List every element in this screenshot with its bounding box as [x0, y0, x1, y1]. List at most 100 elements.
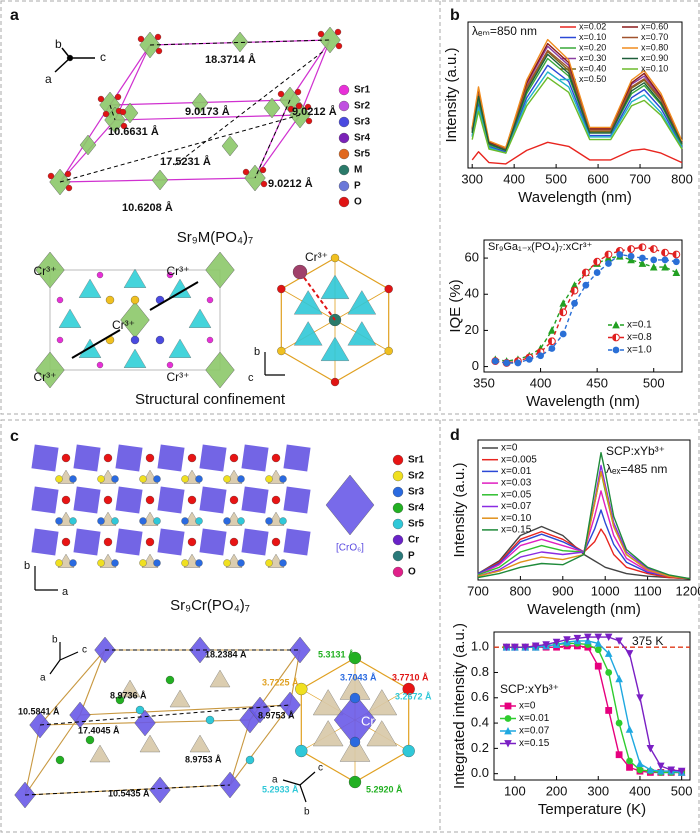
axis: [282, 779, 301, 786]
bond: [109, 104, 116, 121]
atom: [279, 475, 287, 483]
distance-label: 9.0173 Å: [185, 105, 230, 118]
plot-frame: [477, 439, 691, 581]
octahedron: [31, 444, 59, 472]
atom: [271, 495, 281, 505]
atom: [181, 559, 189, 567]
marker: [504, 727, 512, 735]
formula: Sr₉M(PO₄)₇: [177, 229, 253, 246]
marker: [639, 254, 646, 262]
series-line: [477, 452, 691, 580]
marker-half: [650, 245, 654, 253]
legend-label: x=0.10: [501, 513, 532, 524]
atom: [229, 495, 239, 505]
marker: [563, 636, 571, 644]
atom: [349, 692, 361, 704]
bond: [281, 257, 336, 290]
marker: [594, 633, 603, 642]
marker: [626, 757, 633, 765]
bond: [24, 714, 81, 796]
atom: [55, 559, 63, 567]
bond: [334, 350, 389, 383]
y-tick-label: 0: [472, 358, 479, 373]
atom: [277, 284, 286, 294]
atom: [139, 475, 147, 483]
bond: [149, 39, 331, 46]
tetrahedron: [89, 744, 111, 763]
atom: [271, 537, 281, 547]
x-tick-label: 500: [671, 783, 693, 798]
distance-label: 3.7225 Å: [262, 677, 299, 687]
marker: [605, 669, 613, 676]
annotation: λₑₘ=850 nm: [472, 24, 537, 38]
marker: [582, 281, 590, 289]
y-axis-label: Intensity (a.u.): [451, 462, 468, 557]
atom: [392, 534, 404, 546]
polyhedron: [249, 696, 271, 724]
marker: [636, 766, 644, 774]
distance-label: 10.5841 Å: [18, 706, 60, 716]
legend-label: x=0.20: [579, 42, 606, 52]
cr-label: Cr³⁺: [34, 264, 57, 278]
bond: [299, 39, 331, 116]
marker-half: [559, 308, 564, 316]
cr-label: Cr³⁺: [167, 370, 190, 384]
legend-label: x=0.10: [641, 63, 668, 73]
x-tick-label: 1000: [591, 583, 620, 598]
legend-label: x=0: [519, 701, 536, 712]
atom: [155, 47, 163, 55]
atom: [305, 117, 313, 125]
atom: [103, 453, 113, 463]
distance-label: 18.3714 Å: [205, 53, 256, 66]
octahedron: [199, 528, 227, 556]
label: b: [24, 560, 30, 572]
octahedron: [283, 444, 311, 472]
y-tick-label: 0.4: [471, 715, 489, 730]
marker: [636, 694, 644, 702]
atom: [195, 559, 203, 567]
atom: [103, 495, 113, 505]
marker: [594, 639, 603, 647]
atom: [242, 168, 250, 176]
cr-label: Cr³⁺: [112, 318, 135, 332]
tetrahedron: [339, 735, 371, 762]
label: a: [40, 673, 46, 684]
atom: [195, 475, 203, 483]
atom: [153, 559, 161, 567]
legend-label: x=0.60: [641, 21, 668, 31]
legend-label: x=0.07: [519, 726, 550, 737]
atom: [166, 361, 174, 369]
octahedron: [73, 486, 101, 514]
marker: [531, 642, 540, 650]
series-line: [477, 528, 691, 580]
bond: [354, 750, 409, 783]
y-axis-label: Intensity (a.u.): [443, 47, 460, 142]
marker: [616, 251, 624, 258]
octahedron: [241, 486, 269, 514]
tetrahedron: [168, 338, 192, 358]
marker: [525, 355, 533, 363]
marker-half: [571, 287, 575, 295]
marker: [594, 646, 602, 654]
atom: [277, 346, 286, 356]
tetrahedron: [123, 348, 147, 368]
marker: [646, 744, 655, 753]
octahedron: [73, 528, 101, 556]
atom: [103, 537, 113, 547]
atom: [97, 559, 105, 567]
series-line: [477, 464, 691, 580]
panel-label: d: [450, 427, 460, 444]
atom: [69, 559, 77, 567]
frame-top: [0, 0, 700, 415]
legend-label: x=0.8: [627, 332, 652, 343]
octahedron: [31, 528, 59, 556]
marker: [548, 326, 556, 334]
x-tick-label: 300: [461, 171, 483, 186]
marker: [504, 740, 512, 748]
atom: [338, 148, 350, 160]
atom: [120, 122, 128, 130]
axis: [59, 651, 79, 661]
marker-half: [627, 245, 632, 253]
chart-title: Sr₉Ga₁₋ₓ(PO₄)₇:xCr³⁺: [488, 241, 592, 253]
atom: [65, 184, 73, 192]
